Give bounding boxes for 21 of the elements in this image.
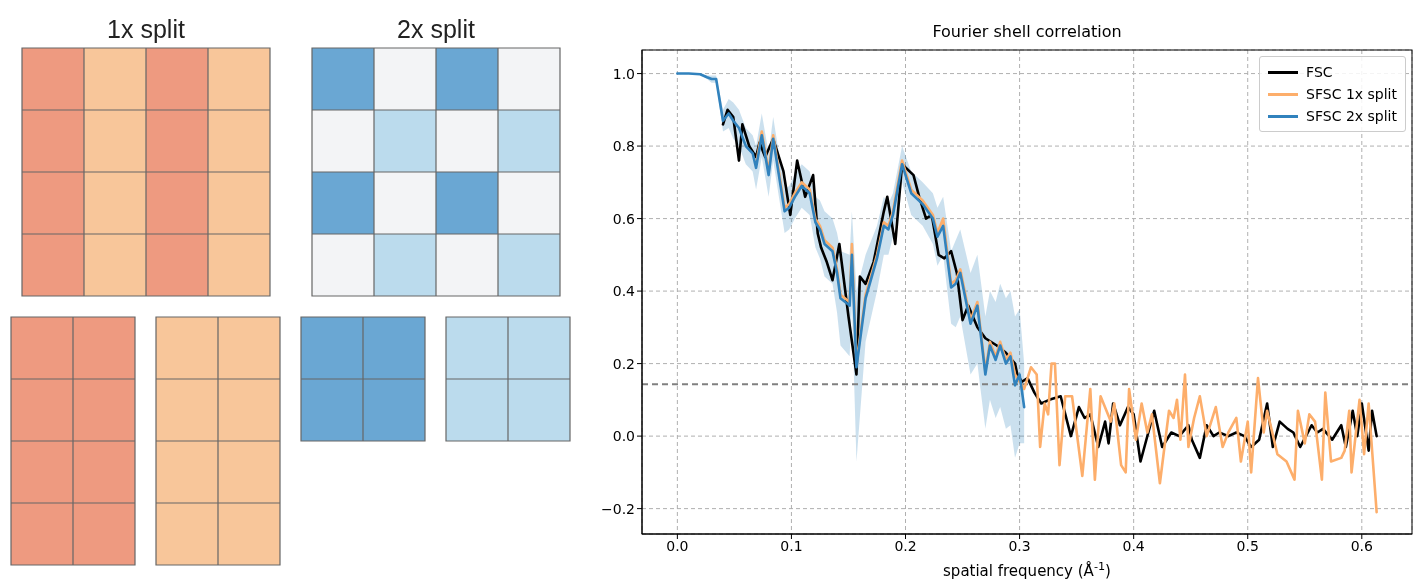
x-tick-label: 0.0 xyxy=(666,537,689,554)
y-tick-label: 0.0 xyxy=(612,428,635,445)
y-tick-label: 1.0 xyxy=(612,65,635,82)
x-tick-label: 0.3 xyxy=(1008,537,1031,554)
legend-label: SFSC 1x split xyxy=(1306,85,1397,104)
x-tick-label: 0.2 xyxy=(894,537,917,554)
x-tick-label: 0.5 xyxy=(1236,537,1259,554)
legend-label: FSC xyxy=(1306,63,1333,82)
y-tick-label: 0.4 xyxy=(612,283,636,300)
text: 2x split xyxy=(397,15,475,43)
y-tick-label: 0.6 xyxy=(612,210,636,227)
x-tick-label: 0.1 xyxy=(780,537,803,554)
y-tick-label: −0.2 xyxy=(601,500,635,517)
x-axis-title: spatial frequency (Å$^{-1}$) xyxy=(943,559,1111,580)
x-tick-label: 0.6 xyxy=(1350,537,1374,554)
text: 1x split xyxy=(107,15,185,43)
chart-title: Fourier shell correlation xyxy=(931,22,1123,41)
x-tick-label: 0.4 xyxy=(1122,537,1145,554)
y-tick-label: 0.8 xyxy=(612,138,635,155)
y-tick-label: 0.2 xyxy=(612,355,635,372)
legend-label: SFSC 2x split xyxy=(1306,107,1397,126)
